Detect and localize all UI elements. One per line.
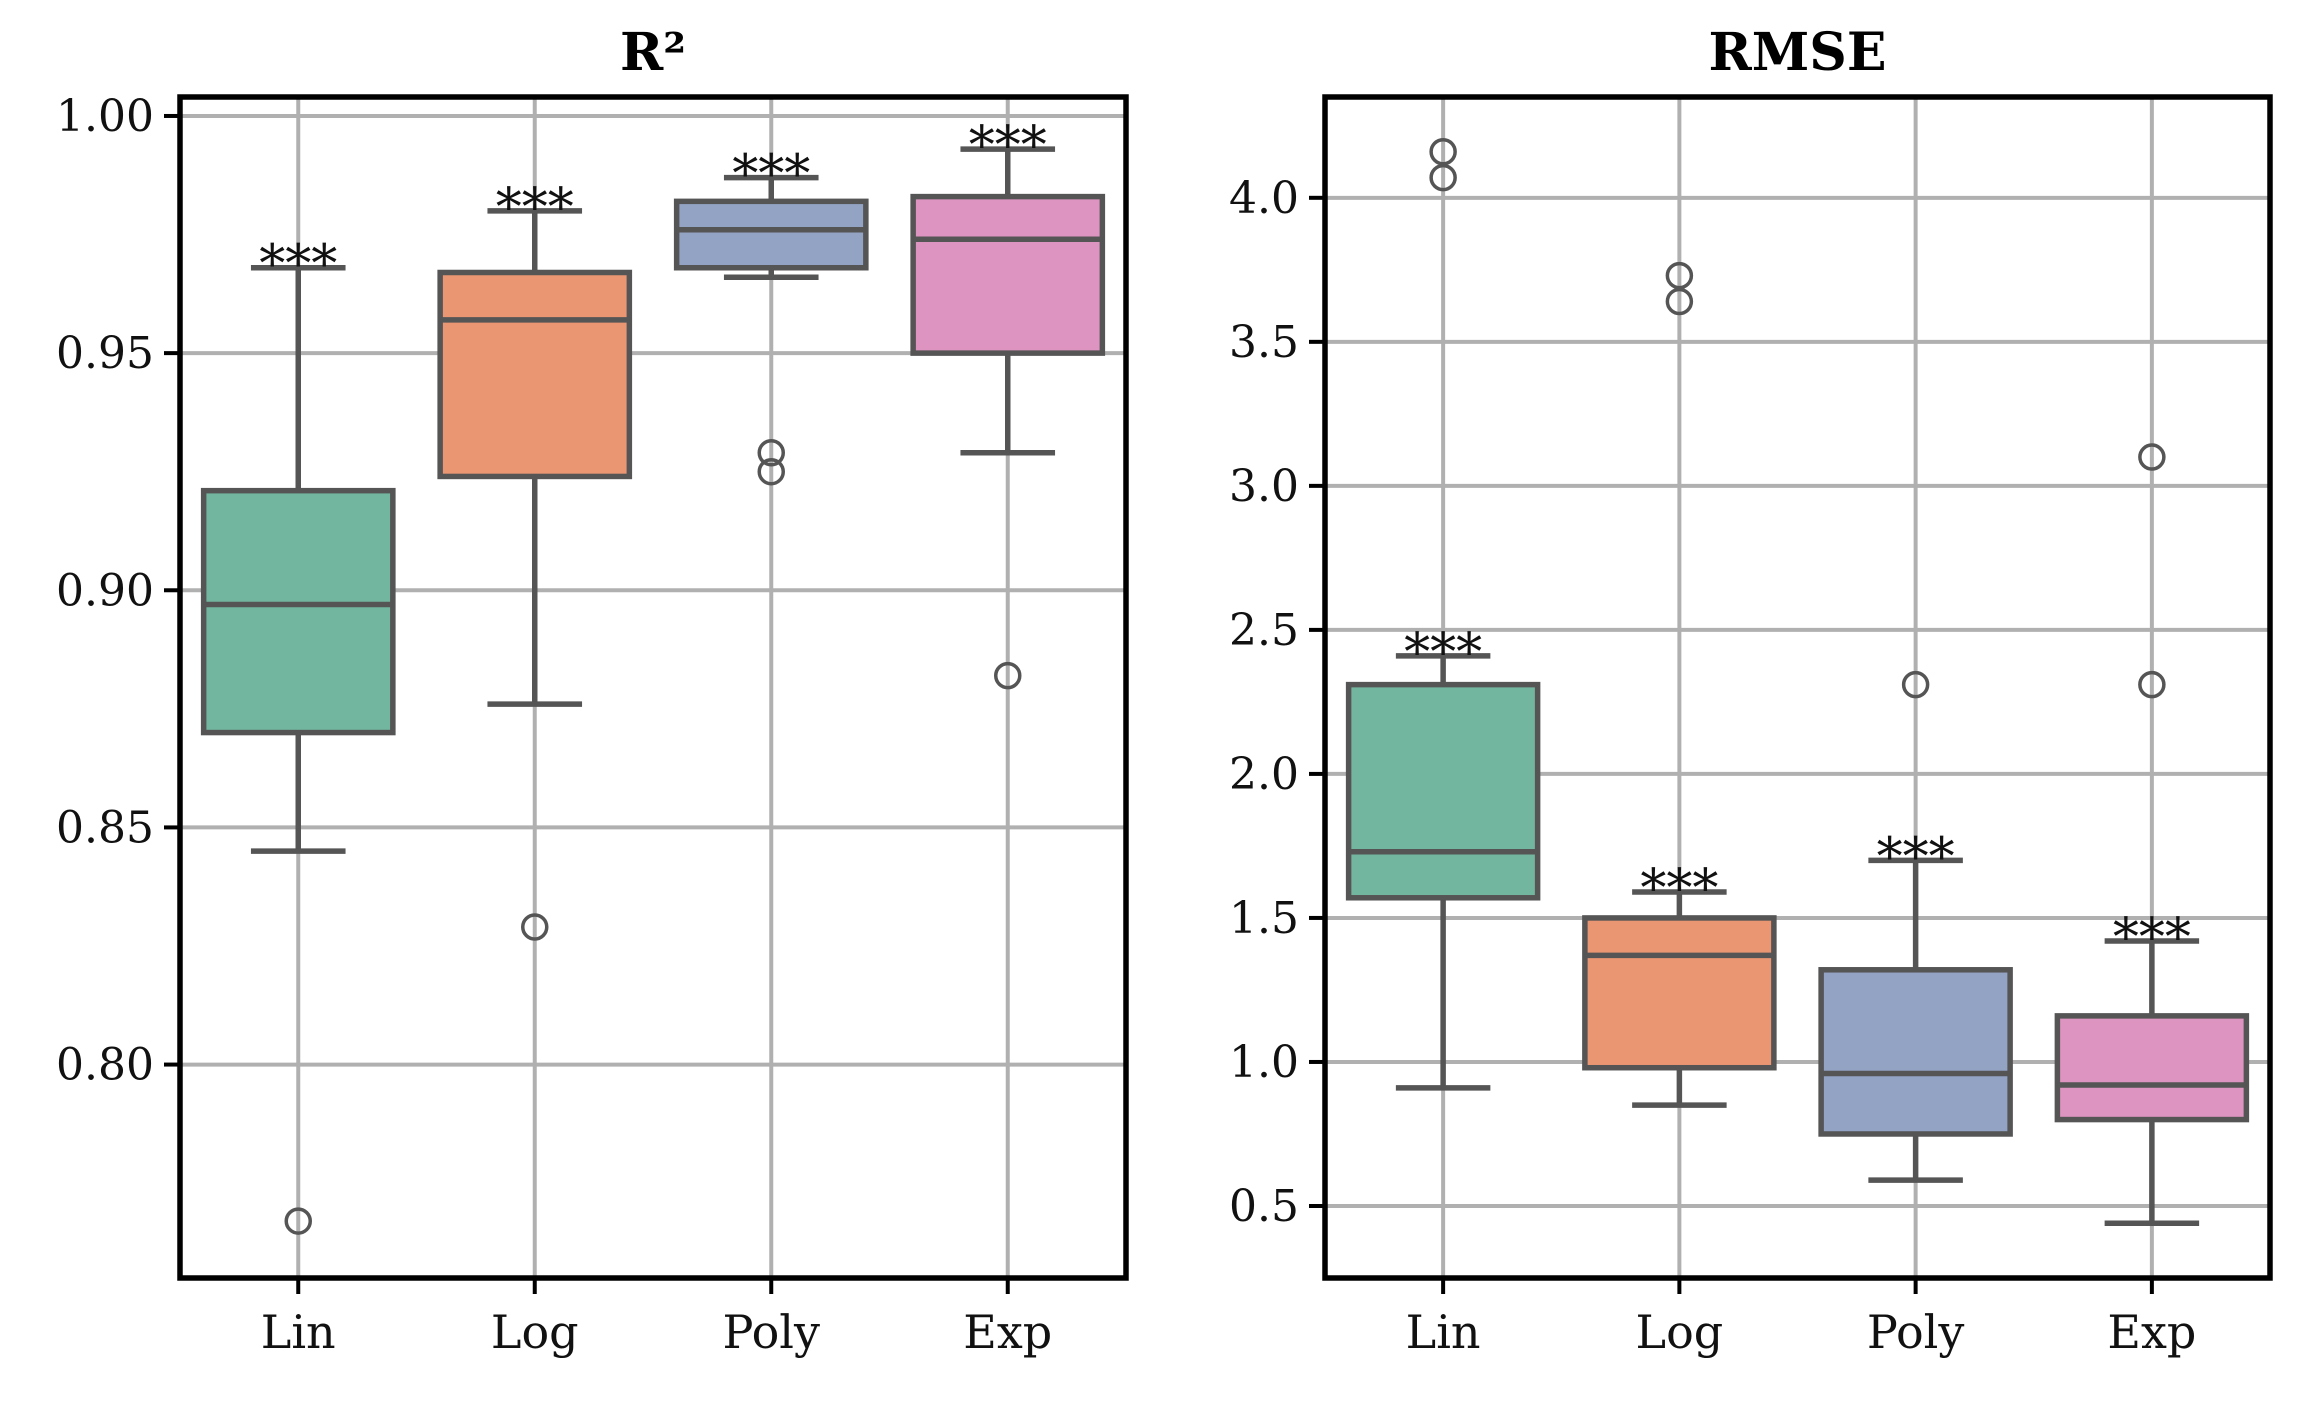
y-tick-label: 3.0 — [1229, 461, 1299, 512]
box-iqr — [1818, 967, 2013, 1137]
box-iqr — [910, 193, 1106, 356]
y-tick-label: 2.0 — [1229, 749, 1299, 800]
y-tick-label: 0.80 — [56, 1040, 154, 1091]
x-tick-label: Log — [1636, 1305, 1724, 1359]
box-poly: *** — [673, 145, 869, 486]
significance-annotation: *** — [2113, 908, 2191, 968]
significance-annotation: *** — [732, 145, 810, 205]
box-exp: *** — [910, 116, 1106, 690]
outlier-point — [1429, 163, 1457, 192]
box-iqr — [1582, 915, 1777, 1071]
outlier-point — [757, 438, 785, 467]
y-tick-label: 3.5 — [1229, 317, 1299, 368]
box-iqr — [673, 198, 869, 271]
x-tick-label: Exp — [963, 1305, 1052, 1359]
box-iqr — [1345, 681, 1541, 901]
box-poly: *** — [1818, 670, 2013, 1183]
x-tick-label: Lin — [261, 1305, 336, 1359]
axes-frame — [177, 94, 1129, 1281]
y-tick-label: 4.0 — [1229, 173, 1299, 224]
chart-title: R² — [620, 22, 686, 83]
chart-title: RMSE — [1709, 22, 1887, 83]
x-tick-label: Lin — [1406, 1305, 1481, 1359]
significance-annotation: *** — [1404, 623, 1482, 683]
x-tick-label: Log — [491, 1305, 579, 1359]
box-log: *** — [437, 178, 633, 941]
x-tick-label: Poly — [723, 1305, 820, 1359]
y-tick-label: 0.90 — [56, 565, 154, 616]
outlier-point — [1901, 670, 1930, 699]
panel-2: *** *** *** *** 0.5 1.0 1.5 2.0 2.5 3.0 3.5 4.0 Lin L… — [1229, 22, 2273, 1359]
outlier-point — [1429, 137, 1457, 166]
y-tick-label: 1.0 — [1229, 1037, 1299, 1088]
y-tick-label: 2.5 — [1229, 605, 1299, 656]
outlier-point — [1665, 261, 1694, 290]
box-exp: *** — [2054, 443, 2250, 1227]
y-tick-label: 0.5 — [1229, 1181, 1299, 1232]
significance-annotation: *** — [1877, 827, 1955, 887]
box-iqr — [437, 269, 633, 480]
y-tick-label: 0.95 — [56, 328, 154, 379]
outlier-point — [757, 457, 785, 486]
box-lin: *** — [200, 235, 396, 1235]
outlier-point — [2138, 443, 2166, 471]
x-tick-label: Poly — [1867, 1305, 1964, 1359]
panel-1: *** *** *** *** 0.80 0.85 0.90 0.95 1.00 Lin Log Po… — [56, 22, 1129, 1359]
x-tick-label: Exp — [2107, 1305, 2196, 1359]
significance-annotation: *** — [496, 178, 574, 238]
axes-frame — [1322, 94, 2273, 1281]
y-tick-label: 1.5 — [1229, 893, 1299, 944]
outlier-point — [521, 913, 549, 941]
y-tick-label: 0.85 — [56, 802, 154, 853]
outlier-point — [1665, 287, 1694, 316]
outlier-point — [994, 661, 1022, 690]
significance-annotation: *** — [259, 235, 337, 295]
box-iqr — [2054, 1013, 2250, 1123]
outlier-point — [284, 1207, 312, 1235]
box-iqr — [200, 487, 396, 736]
box-log: *** — [1582, 261, 1777, 1108]
box-lin: *** — [1345, 137, 1541, 1091]
significance-annotation: *** — [969, 116, 1047, 176]
significance-annotation: *** — [1640, 859, 1718, 919]
y-tick-label: 1.00 — [56, 91, 154, 142]
outlier-point — [2138, 670, 2166, 699]
